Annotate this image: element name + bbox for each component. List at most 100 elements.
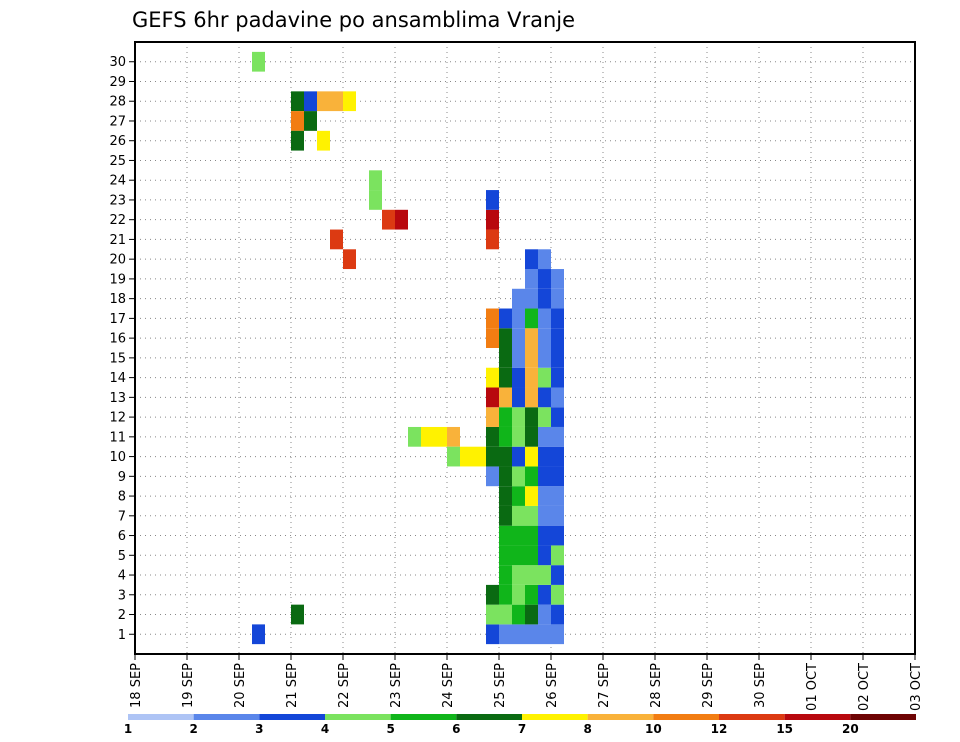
heatmap-cell (525, 565, 538, 585)
colorbar-label: 10 (645, 722, 662, 736)
heatmap-cell (525, 525, 538, 546)
heatmap-cell (499, 446, 512, 467)
heatmap-cell (551, 367, 564, 388)
heatmap-cell (525, 604, 538, 625)
y-tick-label: 21 (109, 233, 126, 248)
heatmap-cell (512, 426, 525, 447)
colorbar-label: 8 (583, 722, 591, 736)
heatmap-cell (369, 190, 382, 210)
heatmap-cell (551, 604, 564, 625)
colorbar-label: 20 (842, 722, 859, 736)
heatmap-cell (512, 446, 525, 467)
heatmap-cell (499, 604, 512, 625)
colorbar-swatch (719, 714, 785, 720)
heatmap-cell (486, 624, 499, 645)
heatmap-cell (421, 426, 434, 447)
heatmap-cell (512, 328, 525, 348)
heatmap-cell (369, 170, 382, 191)
x-tick-label: 25 SEP (493, 663, 508, 708)
y-tick-label: 30 (109, 55, 126, 70)
heatmap-cell (525, 426, 538, 447)
heatmap-cell (551, 525, 564, 546)
heatmap-cell (551, 446, 564, 467)
x-tick-label: 26 SEP (545, 663, 560, 708)
heatmap-cell (486, 308, 499, 329)
heatmap-cell (551, 505, 564, 526)
heatmap-cell (447, 426, 460, 447)
heatmap-cell (551, 407, 564, 427)
colorbar-label: 2 (189, 722, 197, 736)
heatmap-cell (538, 604, 551, 625)
heatmap-cell (473, 446, 486, 467)
colorbar-swatch (193, 714, 260, 720)
heatmap-cell (551, 584, 564, 605)
y-tick-label: 15 (109, 351, 126, 366)
colorbar-swatch (259, 714, 325, 720)
heatmap-cell (512, 525, 525, 546)
colorbar-swatch (325, 714, 391, 720)
heatmap-cell (525, 584, 538, 605)
colorbar-label: 3 (255, 722, 263, 736)
heatmap-cell (291, 604, 304, 625)
heatmap-cell (512, 565, 525, 585)
heatmap-cell (486, 426, 499, 447)
y-tick-label: 4 (118, 569, 126, 584)
heatmap-cell (499, 367, 512, 388)
heatmap-cell (512, 624, 525, 645)
y-tick-label: 5 (118, 549, 126, 564)
heatmap-cell (434, 426, 447, 447)
heatmap-cell (538, 584, 551, 605)
heatmap-cell (551, 308, 564, 329)
y-tick-label: 22 (109, 213, 126, 228)
heatmap-cell (512, 367, 525, 388)
heatmap-cell (499, 348, 512, 368)
heatmap-cell (395, 209, 408, 230)
y-tick-label: 7 (118, 509, 126, 524)
y-tick-label: 10 (109, 450, 126, 465)
x-tick-label: 22 SEP (337, 663, 352, 708)
y-tick-label: 2 (118, 608, 126, 623)
heatmap-cell (551, 486, 564, 506)
heatmap-cell (486, 446, 499, 467)
y-tick-label: 26 (109, 134, 126, 149)
y-tick-label: 8 (118, 490, 126, 505)
y-tick-label: 23 (109, 193, 126, 208)
heatmap-cell (525, 407, 538, 427)
heatmap-cell (343, 249, 356, 270)
y-tick-label: 18 (109, 292, 126, 307)
y-tick-label: 17 (109, 312, 126, 327)
x-tick-label: 02 OCT (857, 663, 872, 711)
y-tick-label: 14 (109, 371, 126, 386)
heatmap-cell (499, 584, 512, 605)
heatmap-cell (486, 367, 499, 388)
heatmap-cell (525, 269, 538, 289)
heatmap-cell (486, 584, 499, 605)
heatmap-cell (499, 624, 512, 645)
heatmap-cell (486, 209, 499, 230)
heatmap-cell (486, 407, 499, 427)
heatmap-cell (525, 249, 538, 270)
x-tick-label: 18 SEP (129, 663, 144, 708)
colorbar-swatch (128, 714, 194, 720)
heatmap-cell (512, 584, 525, 605)
heatmap-cell (486, 604, 499, 625)
heatmap-cell (538, 308, 551, 329)
heatmap-cell (486, 466, 499, 487)
heatmap-cell (538, 288, 551, 309)
heatmap-cell (304, 111, 317, 131)
y-tick-label: 20 (109, 253, 126, 268)
heatmap-cell (551, 545, 564, 566)
colorbar-swatch (587, 714, 654, 720)
heatmap-cell (252, 51, 265, 72)
x-tick-label: 30 SEP (753, 663, 768, 708)
heatmap-cell (538, 407, 551, 427)
heatmap-cell (486, 229, 499, 250)
heatmap-cell (330, 229, 343, 250)
heatmap-cell (512, 604, 525, 625)
heatmap-cell (499, 486, 512, 506)
heatmap-cell (512, 545, 525, 566)
colorbar-swatch (456, 714, 522, 720)
heatmap-cell (486, 328, 499, 348)
heatmap-cell (538, 565, 551, 585)
heatmap-cells (252, 51, 564, 645)
